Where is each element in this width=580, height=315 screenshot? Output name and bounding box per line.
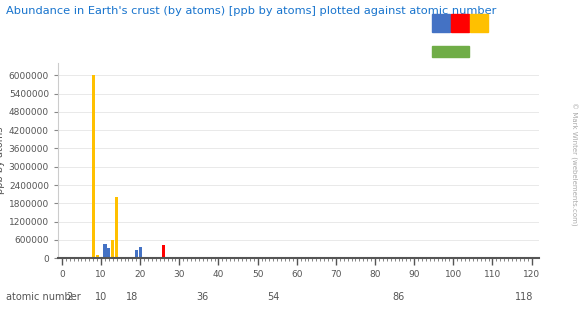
Text: atomic number: atomic number bbox=[6, 292, 81, 302]
Text: © Mark Winter (webelements.com): © Mark Winter (webelements.com) bbox=[570, 102, 577, 226]
Text: 36: 36 bbox=[197, 292, 209, 302]
Bar bbox=[115, 197, 118, 258]
Bar bbox=[103, 244, 107, 258]
Bar bbox=[92, 75, 95, 258]
Bar bbox=[139, 247, 142, 258]
Bar bbox=[123, 257, 126, 258]
Text: 54: 54 bbox=[267, 292, 280, 302]
Text: 2: 2 bbox=[67, 292, 73, 302]
Text: Abundance in Earth's crust (by atoms) [ppb by atoms] plotted against atomic numb: Abundance in Earth's crust (by atoms) [p… bbox=[6, 6, 496, 16]
Bar bbox=[96, 255, 99, 258]
Bar bbox=[147, 257, 150, 258]
Bar bbox=[162, 245, 165, 258]
Text: 86: 86 bbox=[393, 292, 405, 302]
Text: 10: 10 bbox=[95, 292, 107, 302]
Text: 18: 18 bbox=[126, 292, 139, 302]
Bar bbox=[135, 250, 138, 258]
Bar bbox=[111, 240, 114, 258]
Text: 118: 118 bbox=[514, 292, 533, 302]
Bar bbox=[107, 248, 110, 258]
Bar bbox=[119, 257, 122, 258]
Y-axis label: ppb by atoms: ppb by atoms bbox=[0, 127, 5, 194]
